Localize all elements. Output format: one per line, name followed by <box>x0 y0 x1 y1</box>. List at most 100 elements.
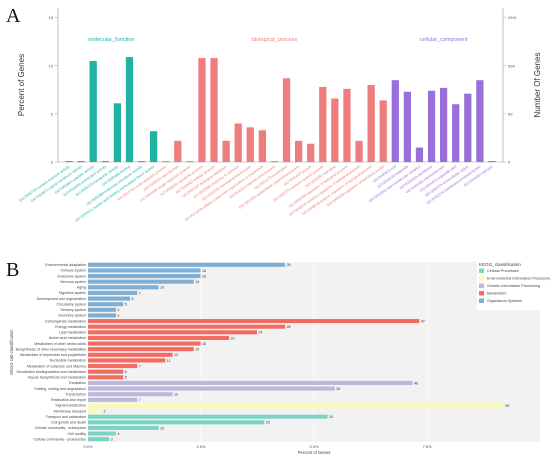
bar-membrane-transport <box>88 409 103 414</box>
bar-cellular-component <box>427 90 436 162</box>
bar-cell-motility <box>88 431 117 436</box>
row-label: Membrane transport <box>54 409 86 413</box>
bar-molecular-function <box>125 57 134 162</box>
count-label: 7 <box>139 398 141 402</box>
count-label: 15 <box>195 348 199 352</box>
panel-a-y2-axis-title: Number Of Genes <box>533 53 542 118</box>
count-label: 10 <box>160 286 164 290</box>
row-label: Lipid metabolism <box>59 331 86 335</box>
bar-biological-process <box>246 127 254 162</box>
bar-biological-process <box>307 143 315 162</box>
panel-b-legend: KEGG_classification Cellular Processes En… <box>477 260 550 310</box>
count-label: 3 <box>111 438 113 442</box>
bar-biological-process <box>367 85 375 162</box>
bar-folding-sorting-and-degradation <box>88 386 335 391</box>
bar-cell-growth-and-death <box>88 420 265 425</box>
bar-transport-and-catabolism <box>88 414 328 419</box>
bar-cellular-component <box>452 104 460 162</box>
bar-amino-acid-metabolism <box>88 335 230 340</box>
row-label: Translation <box>68 381 86 385</box>
row-label: Biosynthesis of other secondary metaboli… <box>16 347 87 351</box>
row-label: Signal transduction <box>55 404 86 408</box>
legend-label-organismal-systems: Organismal Systems <box>487 299 522 303</box>
count-label: 5 <box>125 303 127 307</box>
bar-glycan-biosynthesis-and-metabolism <box>88 375 124 380</box>
panel-b-kegg-chart: B KEGG sub-classification Percent of Gen… <box>6 259 550 455</box>
bar-biological-process <box>234 123 242 162</box>
bar-excretory-system <box>88 313 117 318</box>
group-title-cellular-component: cellular_component <box>420 37 468 43</box>
category-label: GO:0045735-nutrient reservoir activity <box>19 164 71 202</box>
count-label: 15 <box>195 280 199 284</box>
bar-biosynthesis-of-other-secondary-metabolites <box>88 347 194 352</box>
row-label: Folding, sorting and degradation <box>34 387 86 391</box>
bar-transcription <box>88 392 173 397</box>
count-label: 16 <box>202 342 206 346</box>
legend-background <box>477 260 547 310</box>
legend-swatch-environmental-information-processing <box>479 276 484 281</box>
panel-b-bars <box>88 262 504 442</box>
count-label: 4 <box>118 314 120 318</box>
legend-swatch-genetic-information-processing <box>479 283 484 288</box>
bar-molecular-function <box>89 60 97 162</box>
bar-molecular-function <box>77 161 85 162</box>
group-title-molecular-function: molecular_function <box>88 37 134 43</box>
row-label: Metabolism of terpenoids and polyketides <box>20 353 86 357</box>
row-label: Circulatory system <box>56 302 86 306</box>
panel-a-left-tick-label: 10 <box>49 63 54 68</box>
panel-a-left-tick-label: 0 <box>51 160 54 165</box>
bar-molecular-function <box>65 161 73 162</box>
bar-biological-process <box>162 161 170 162</box>
count-label: 10 <box>160 426 164 430</box>
bar-molecular-function <box>101 161 109 162</box>
count-label: 28 <box>287 325 291 329</box>
row-label: Endocrine system <box>57 274 86 278</box>
bar-cellular-component <box>415 147 424 162</box>
bar-biological-process <box>343 88 351 162</box>
bar-metabolism-of-cofactors-and-vitamins <box>88 364 138 369</box>
panel-a-right-tick-label: 89 <box>508 111 513 116</box>
row-label: Cellular community - prokaryotes <box>33 437 86 441</box>
row-label: Cell motility <box>68 432 87 436</box>
count-label: 28 <box>287 263 291 267</box>
bar-biological-process <box>379 100 387 162</box>
count-label: 5 <box>125 376 127 380</box>
bar-biological-process <box>282 78 291 162</box>
panel-a-go-chart: A Percent of Genes Number Of Genes 0 0 5 89… <box>6 5 542 223</box>
count-label: 34 <box>329 415 333 419</box>
category-label: GO:0004871-signal transducer activity <box>30 164 83 202</box>
row-label: Environmental adaptation <box>45 263 86 267</box>
legend-title: KEGG_classification <box>479 262 521 267</box>
bar-biological-process <box>355 140 363 162</box>
group-title-biological-process: biological_process <box>252 37 297 43</box>
row-label: Amino acid metabolism <box>49 336 86 340</box>
row-label: Sensory system <box>60 308 86 312</box>
row-label: Aging <box>77 286 86 290</box>
row-label: Cell growth and death <box>51 421 86 425</box>
panel-a-bars <box>65 57 496 162</box>
row-label: Metabolism of cofactors and vitamins <box>27 364 86 368</box>
bar-sensory-system <box>88 307 117 312</box>
panel-b-y-axis-title: KEGG sub-classification <box>9 329 14 375</box>
legend-swatch-organismal-systems <box>479 298 484 303</box>
bar-cellular-component <box>391 80 399 162</box>
count-label: 6 <box>132 297 134 301</box>
panel-a-left-tick-label: 15 <box>49 15 54 20</box>
bar-metabolism-of-other-amino-acids <box>88 341 201 346</box>
panel-a-right-tick-label: 0 <box>508 160 511 165</box>
bar-translation <box>88 380 413 385</box>
row-label: Replication and repair <box>51 398 87 402</box>
bar-nervous-system <box>88 279 194 284</box>
bar-biological-process <box>210 58 218 162</box>
bar-environmental-adaptation <box>88 262 286 267</box>
bar-molecular-function <box>137 161 146 162</box>
count-label: 7 <box>139 291 141 295</box>
row-label: Glycan biosynthesis and metabolism <box>28 376 86 380</box>
count-label: 11 <box>167 359 171 363</box>
bar-cellular-community-eukaryotes <box>88 425 159 430</box>
bar-carbohydrate-metabolism <box>88 319 420 324</box>
bar-endocrine-system <box>88 274 201 279</box>
count-label: 5 <box>125 370 127 374</box>
bar-molecular-function <box>150 131 158 162</box>
